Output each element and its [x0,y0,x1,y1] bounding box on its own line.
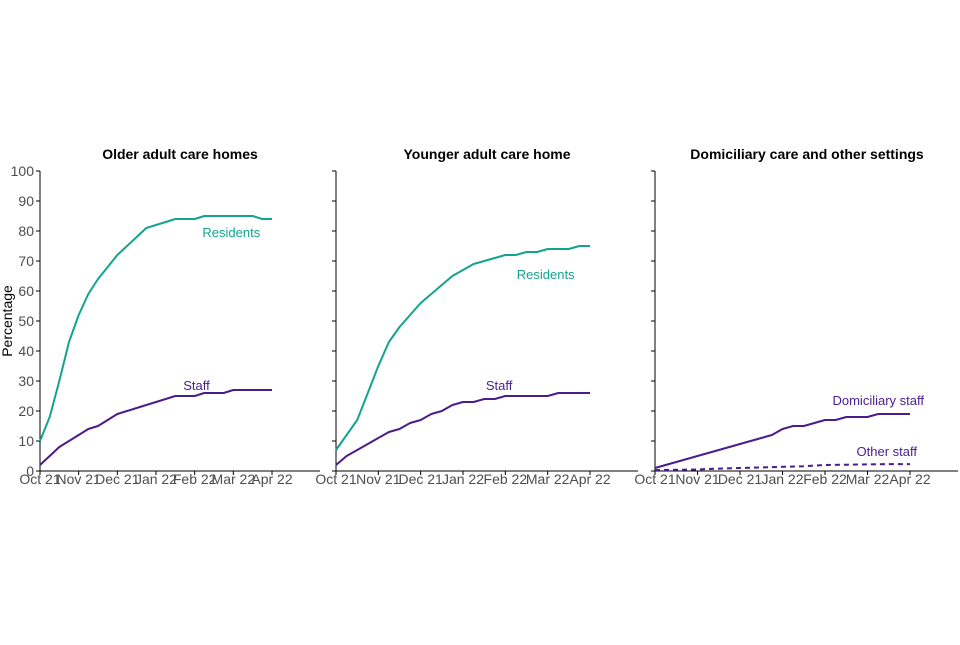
panel-2-x-tick-label: Jan 22 [442,471,484,487]
panel-1-title: Older adult care homes [102,146,258,162]
panel-1-series-label-staff: Staff [183,378,210,393]
panel-1-y-tick-label: 40 [18,343,34,359]
panel-1-series-label-residents: Residents [202,225,260,240]
panel-3-series-label-domiciliary-staff: Domiciliary staff [832,393,924,408]
panel-3-x-tick-label: Feb 22 [803,471,847,487]
panel-2-series-staff [335,392,590,466]
panel-1-y-tick-label: 10 [18,433,34,449]
panel-3-x-tick-label: Dec 21 [718,471,763,487]
panel-2-series-label-staff: Staff [486,378,513,393]
panel-3-x-tick-label: Oct 21 [634,471,675,487]
panel-1-x-tick-label: Feb 22 [173,471,217,487]
panel-3-x-tick-label: Mar 22 [846,471,890,487]
panel-1-x-tick-label: Dec 21 [95,471,140,487]
panel-3-series-label-other-staff: Other staff [857,444,918,459]
panel-1-x-tick-label: Mar 22 [212,471,256,487]
panel-1-x-tick-label: Oct 21 [19,471,60,487]
panel-1-x-tick-label: Jan 22 [135,471,177,487]
panel-1-y-tick-label: 60 [18,283,34,299]
panel-3-series-other-staff [654,463,910,472]
panel-1-y-tick-label: 30 [18,373,34,389]
panel-1-y-tick-label: 20 [18,403,34,419]
panel-3-x-tick-label: Apr 22 [889,471,930,487]
panel-3-x-tick-label: Nov 21 [675,471,720,487]
y-axis-label: Percentage [0,285,15,357]
panel-2-x-tick-label: Feb 22 [484,471,528,487]
panel-1-x-tick-label: Apr 22 [251,471,292,487]
panel-2-series-residents [335,245,590,451]
panel-1-y-tick-label: 90 [18,193,34,209]
panel-1-y-tick-label: 50 [18,313,34,329]
panel-3-x-tick-label: Jan 22 [761,471,803,487]
panel-1-y-tick-label: 70 [18,253,34,269]
panel-2-series-label-residents: Residents [517,267,575,282]
panel-2-x-tick-label: Mar 22 [526,471,570,487]
panel-2-x-tick-label: Dec 21 [398,471,443,487]
panel-2-title: Younger adult care home [404,146,571,162]
panel-1-y-tick-label: 80 [18,223,34,239]
panel-2-x-tick-label: Oct 21 [315,471,356,487]
panel-3-title: Domiciliary care and other settings [690,146,924,162]
panel-3-series-domiciliary-staff [654,413,910,469]
panel-2-x-tick-label: Apr 22 [569,471,610,487]
panel-2-x-tick-label: Nov 21 [356,471,401,487]
panel-1-series-residents [39,215,272,442]
panel-1-series-staff [39,389,272,466]
panel-1-y-tick-label: 100 [11,163,35,179]
panel-1-y-tick-label: 0 [26,463,34,479]
panel-1-x-tick-label: Nov 21 [56,471,101,487]
